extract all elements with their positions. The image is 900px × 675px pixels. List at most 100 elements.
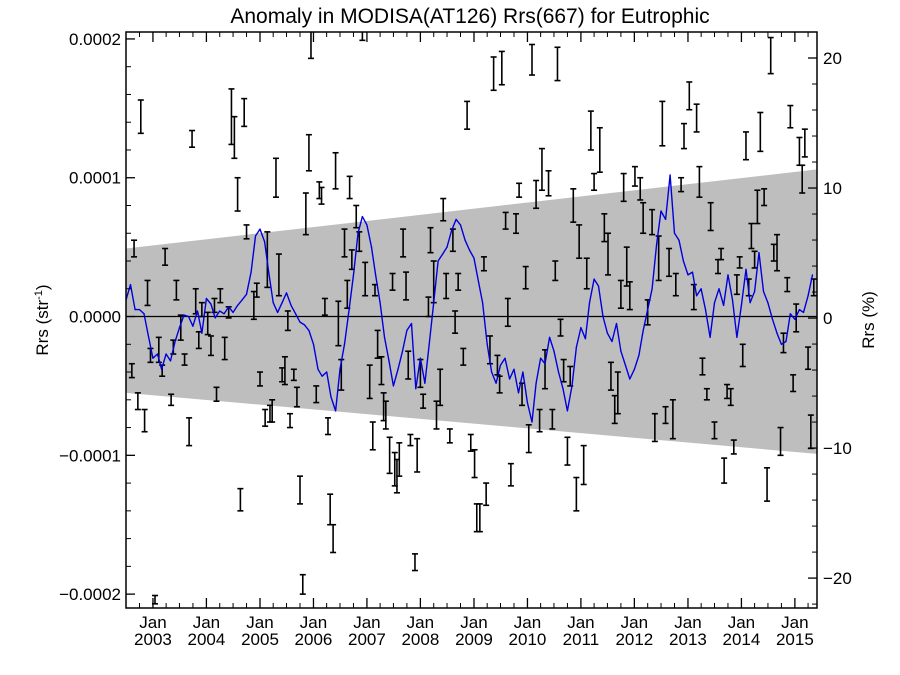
- error-bar: [718, 247, 725, 261]
- error-bar: [332, 151, 339, 190]
- error-bar: [237, 487, 244, 512]
- axes-layer: 0.00020.00010.0000−0.0001−0.000220100−10…: [59, 30, 852, 649]
- error-bar: [346, 175, 353, 200]
- anomaly-line-point: [424, 382, 426, 384]
- error-bar: [275, 253, 282, 297]
- error-bar: [513, 213, 520, 235]
- error-bar: [528, 43, 535, 76]
- anomaly-line-point: [308, 329, 310, 332]
- error-bar: [293, 386, 300, 408]
- error-bar: [774, 233, 781, 272]
- error-bar: [764, 467, 771, 502]
- error-bar: [724, 383, 731, 400]
- error-bar: [290, 368, 297, 382]
- anomaly-line-point: [727, 274, 729, 276]
- anomaly-line-point: [214, 317, 216, 319]
- error-bar: [186, 417, 193, 447]
- error-bar: [443, 272, 450, 300]
- anomaly-line-point: [317, 368, 319, 370]
- x-tick-year-label: 2012: [615, 630, 653, 649]
- x-tick-month-label: Jan: [621, 613, 648, 632]
- x-tick-year-label: 2004: [187, 630, 225, 649]
- error-bar: [433, 400, 440, 430]
- anomaly-line-point: [254, 235, 257, 237]
- anomaly-line-point: [682, 260, 685, 262]
- anomaly-line-point: [597, 285, 600, 287]
- error-bar: [570, 188, 577, 223]
- error-bar: [549, 408, 556, 430]
- anomaly-line-point: [811, 274, 814, 276]
- left-axis-label: Rrs (str-1): [33, 284, 52, 355]
- x-tick-year-label: 2005: [241, 630, 279, 649]
- anomaly-line-point: [459, 224, 462, 226]
- anomaly-line-point: [428, 343, 430, 345]
- error-bar: [420, 393, 427, 409]
- anomaly-line-point: [370, 246, 373, 248]
- anomaly-line-point: [780, 343, 783, 345]
- anomaly-line-point: [571, 385, 573, 387]
- error-bar: [767, 36, 774, 75]
- error-bar: [640, 201, 647, 235]
- error-bar: [211, 297, 218, 314]
- error-bar: [607, 361, 614, 391]
- error-bar: [427, 226, 434, 254]
- error-bar: [757, 111, 764, 153]
- error-bar: [437, 368, 444, 407]
- anomaly-line-point: [442, 253, 444, 255]
- error-bar: [672, 272, 679, 297]
- x-tick-month-label: Jan: [514, 613, 541, 632]
- anomaly-line-point: [513, 368, 515, 370]
- x-tick-year-label: 2014: [723, 630, 761, 649]
- anomaly-line-point: [504, 357, 506, 359]
- error-bar: [464, 100, 471, 130]
- error-bar: [761, 188, 768, 207]
- error-bar: [284, 310, 291, 332]
- error-bar: [137, 99, 144, 135]
- x-tick-month-label: Jan: [781, 613, 808, 632]
- right-tick-label: −10: [823, 439, 852, 458]
- anomaly-line-point: [446, 246, 448, 248]
- error-bar: [507, 462, 514, 487]
- error-bar: [730, 439, 737, 455]
- error-bar: [649, 208, 656, 236]
- error-bar: [536, 408, 543, 433]
- anomaly-line-point: [508, 378, 511, 380]
- error-bar: [400, 228, 407, 258]
- error-bar: [204, 311, 211, 336]
- anomaly-line-point: [490, 371, 493, 373]
- error-bar: [736, 256, 743, 269]
- x-tick-month-label: Jan: [567, 613, 594, 632]
- anomaly-line-point: [606, 332, 609, 334]
- anomaly-line-point: [615, 322, 618, 325]
- right-tick-label: 10: [823, 179, 842, 198]
- anomaly-line-point: [330, 396, 332, 398]
- anomaly-line-point: [379, 302, 381, 304]
- error-bar: [299, 573, 306, 595]
- anomaly-line-point: [575, 346, 577, 348]
- error-bar: [374, 329, 381, 359]
- x-tick-month-label: Jan: [139, 613, 166, 632]
- anomaly-line-point: [473, 257, 475, 259]
- anomaly-line-point: [624, 364, 627, 366]
- anomaly-line-point: [722, 304, 725, 307]
- anomaly-line-point: [566, 410, 569, 412]
- anomaly-line-point: [303, 324, 306, 326]
- error-bar: [440, 197, 447, 222]
- anomaly-line-point: [339, 368, 341, 370]
- error-bar: [620, 172, 627, 203]
- error-bar: [131, 239, 138, 258]
- error-bar: [525, 423, 532, 454]
- error-bar: [362, 261, 369, 297]
- anomaly-line-point: [517, 392, 520, 394]
- error-bar: [281, 355, 288, 386]
- error-bar: [318, 186, 325, 205]
- error-bar: [144, 279, 151, 307]
- anomaly-line-point: [789, 313, 791, 315]
- error-bar: [552, 260, 559, 282]
- error-bar: [330, 523, 337, 554]
- error-bar: [207, 335, 214, 357]
- x-tick-year-label: 2011: [563, 630, 600, 649]
- error-bar: [587, 110, 594, 151]
- x-tick-year-label: 2013: [669, 630, 707, 649]
- anomaly-line-point: [268, 271, 270, 273]
